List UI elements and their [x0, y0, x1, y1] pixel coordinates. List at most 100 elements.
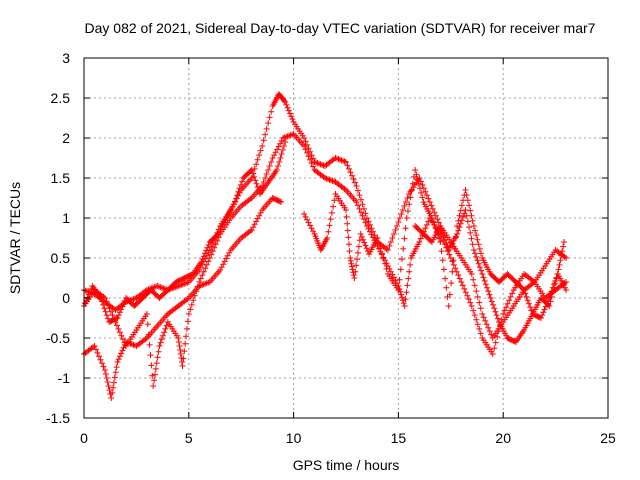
data-point-marker: [118, 306, 125, 313]
data-point-marker: [253, 161, 260, 168]
data-point-marker: [308, 225, 315, 232]
data-point-marker: [256, 152, 263, 159]
data-point-marker: [351, 275, 358, 281]
data-point-marker: [348, 263, 355, 270]
data-point-marker: [283, 101, 290, 108]
data-point-marker: [84, 294, 91, 301]
data-point-marker: [323, 175, 330, 182]
x-axis-label: GPS time / hours: [293, 457, 400, 473]
data-point-marker: [307, 156, 314, 163]
data-point-marker: [417, 235, 424, 242]
data-point-marker: [237, 181, 244, 188]
data-point-marker: [470, 223, 477, 229]
data-point-marker: [156, 343, 163, 349]
data-point-marker: [234, 192, 241, 199]
data-point-marker: [519, 285, 526, 292]
data-point-marker: [396, 215, 403, 221]
data-point-marker: [392, 227, 399, 233]
data-point-marker: [101, 305, 108, 312]
data-point-marker: [369, 234, 376, 241]
y-tick-label: 0.5: [51, 250, 71, 266]
data-point-marker: [416, 239, 423, 245]
data-point-marker: [554, 271, 561, 277]
data-point-marker: [547, 291, 554, 298]
data-point-marker: [494, 333, 501, 340]
data-point-marker: [114, 359, 121, 365]
data-point-marker: [311, 159, 318, 165]
data-point-marker: [464, 218, 471, 225]
data-point-marker: [119, 336, 126, 343]
data-point-marker: [452, 265, 459, 272]
data-point-marker: [466, 202, 473, 209]
data-point-marker: [530, 277, 537, 284]
data-point-marker: [362, 219, 369, 226]
data-point-marker: [358, 233, 365, 240]
data-point-marker: [127, 340, 134, 347]
data-point-marker: [455, 227, 462, 234]
data-point-marker: [423, 221, 430, 228]
data-point-marker: [254, 215, 261, 222]
data-point-marker: [202, 265, 209, 272]
data-point-marker: [269, 155, 276, 161]
data-point-marker: [353, 199, 360, 205]
data-point-marker: [85, 291, 92, 298]
data-point-marker: [347, 255, 354, 261]
data-point-marker: [328, 177, 335, 184]
data-point-marker: [477, 330, 484, 337]
data-point-marker: [476, 245, 483, 252]
data-point-marker: [275, 143, 282, 150]
data-point-marker: [119, 303, 126, 310]
data-point-marker: [464, 197, 471, 204]
data-point-marker: [404, 208, 411, 215]
data-point-marker: [201, 250, 208, 257]
data-point-marker: [247, 196, 254, 203]
data-point-marker: [197, 282, 204, 289]
data-point-marker: [402, 225, 409, 232]
data-point-marker: [263, 125, 270, 132]
data-point-marker: [560, 243, 567, 250]
data-point-marker: [407, 194, 414, 201]
data-point-marker: [251, 173, 258, 180]
data-point-marker: [368, 231, 375, 238]
data-point-marker: [160, 285, 167, 292]
data-point-marker: [467, 207, 474, 214]
data-point-marker: [286, 132, 293, 139]
data-point-marker: [304, 141, 311, 148]
chart-title: Day 082 of 2021, Sidereal Day-to-day VTE…: [85, 20, 596, 36]
data-point-marker: [102, 371, 109, 377]
series-track-6: [412, 207, 567, 345]
data-point-marker: [200, 281, 207, 288]
data-point-marker: [507, 293, 514, 300]
data-point-marker: [212, 241, 219, 248]
data-point-marker: [366, 221, 373, 228]
data-point-marker: [276, 198, 283, 205]
data-point-marker: [190, 297, 197, 304]
data-point-marker: [197, 275, 204, 282]
data-point-marker: [205, 258, 212, 265]
data-point-marker: [476, 299, 483, 306]
data-point-marker: [556, 261, 563, 268]
data-point-marker: [360, 216, 367, 223]
data-point-marker: [120, 344, 127, 351]
data-point-marker: [381, 260, 388, 267]
data-point-marker: [343, 213, 350, 220]
data-point-marker: [450, 257, 457, 264]
data-point-marker: [506, 297, 513, 304]
data-point-marker: [175, 283, 182, 289]
data-point-marker: [537, 315, 544, 321]
data-point-marker: [113, 315, 120, 322]
data-point-marker: [284, 133, 291, 140]
data-point-marker: [434, 216, 441, 223]
data-point-marker: [363, 245, 370, 252]
data-point-marker: [356, 237, 363, 244]
data-point-marker: [408, 187, 415, 194]
data-point-marker: [473, 316, 480, 323]
data-point-marker: [151, 377, 158, 384]
data-point-marker: [280, 135, 287, 141]
data-point-marker: [251, 165, 258, 172]
data-point-marker: [252, 177, 259, 184]
data-point-marker: [302, 146, 309, 153]
data-point-marker: [479, 271, 486, 277]
data-point-marker: [155, 283, 162, 290]
data-point-marker: [92, 346, 99, 353]
